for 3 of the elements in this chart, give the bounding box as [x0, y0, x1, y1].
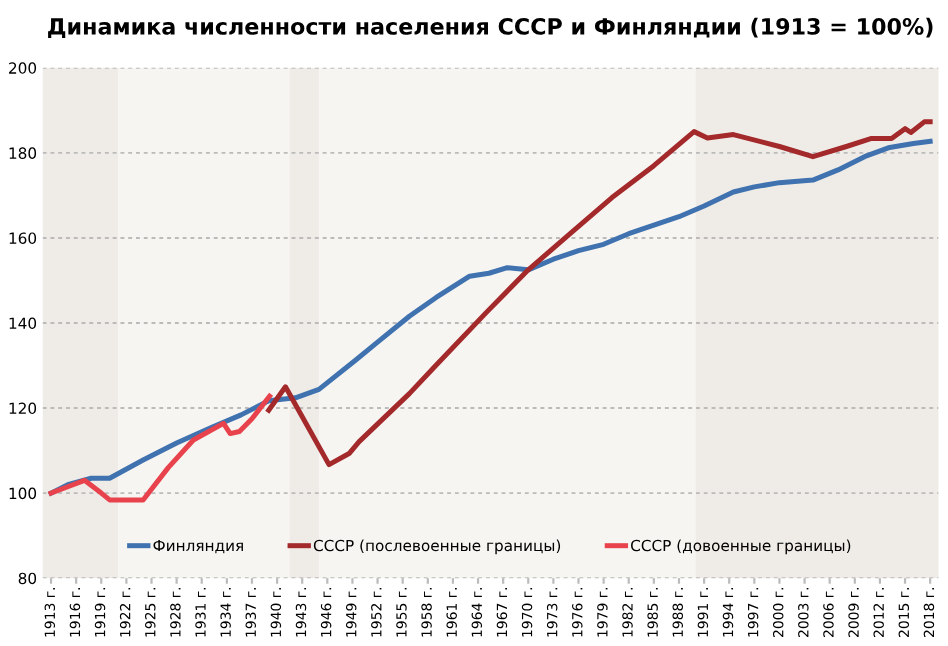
line-series	[266, 119, 933, 468]
chart-title: Динамика численности населения СССР и Финляндии (1913 = 100%)	[48, 17, 933, 38]
line-series	[48, 393, 273, 503]
